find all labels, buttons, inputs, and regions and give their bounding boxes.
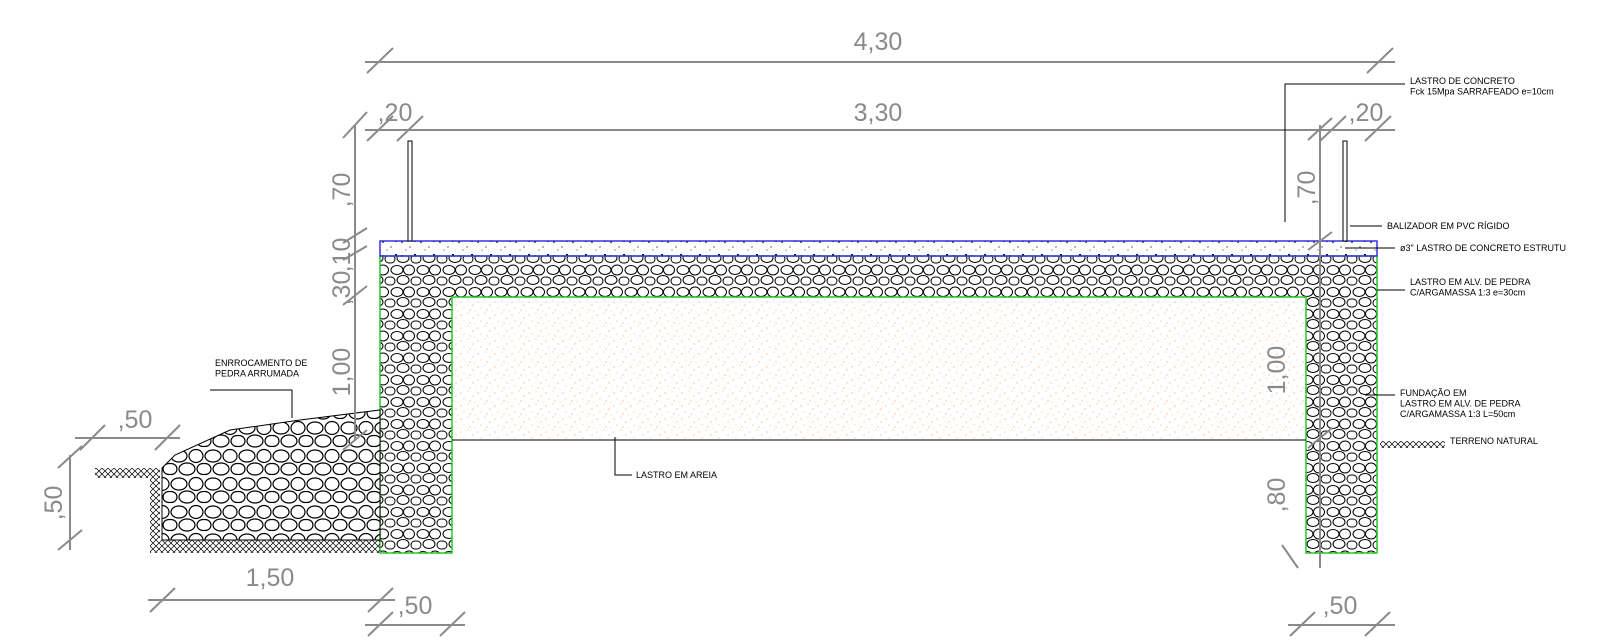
note-text: BALIZADOR EM PVC RÍGIDO <box>1387 221 1510 231</box>
note-text: Fck 15Mpa SARRAFEADO e=10cm <box>1410 87 1554 97</box>
dimension-label: ,20 <box>1349 99 1384 127</box>
dimension-label: ,70 <box>328 173 356 208</box>
note-text: C/ARGAMASSA 1:3 e=30cm <box>1410 288 1525 298</box>
dim-line <box>365 115 1395 142</box>
ground-hatch <box>95 468 380 553</box>
dimension-label: 3,30 <box>854 99 903 127</box>
labels: 4,30 ,20 3,30 ,20 ,70 ,10,30 1,00 ,70 1,00 ,80 ,50… <box>40 28 1566 620</box>
stone-masonry <box>379 255 1378 554</box>
dimension-label: ,50 <box>398 592 433 620</box>
dimension-label: ,30 <box>328 271 356 306</box>
note-text: LASTRO DE CONCRETO <box>1410 76 1515 86</box>
dim-line <box>1281 117 1333 569</box>
note-text: C/ARGAMASSA 1:3 L=50cm <box>1400 409 1515 419</box>
dimension-label: ,50 <box>1323 592 1358 620</box>
dimension-label: ,50 <box>118 406 153 434</box>
dim-line <box>365 47 1395 74</box>
dim-line <box>57 445 83 551</box>
note-text: PEDRA ARRUMADA <box>215 369 299 379</box>
note-text: TERRENO NATURAL <box>1450 436 1538 446</box>
pole-right <box>1342 140 1348 242</box>
leader <box>210 389 293 418</box>
dimension-label: 4,30 <box>854 28 903 56</box>
dim-line <box>342 111 368 451</box>
riprap <box>161 409 381 541</box>
note-text: ø3" LASTRO DE CONCRETO ESTRUTU <box>1400 243 1566 253</box>
note-text: ENRROCAMENTO DE <box>215 358 307 368</box>
note-text: FUNDAÇÃO EM <box>1400 388 1467 398</box>
dimension-lines <box>57 47 1395 637</box>
leader <box>1284 83 1405 222</box>
leader <box>614 437 632 476</box>
dimension-label: ,10 <box>328 238 356 273</box>
leaders <box>210 83 1405 476</box>
note-text: LASTRO EM ALV. DE PEDRA <box>1400 399 1521 409</box>
ground-hatch-right <box>1380 441 1445 448</box>
dimension-label: 1,50 <box>246 564 295 592</box>
sand-fill <box>452 297 1306 440</box>
structure <box>95 140 1445 554</box>
dimension-label: ,70 <box>1293 171 1321 206</box>
dimension-label: 1,00 <box>328 348 356 397</box>
dimension-label: ,50 <box>40 486 68 521</box>
dim-line <box>75 424 181 451</box>
dim-line <box>148 587 395 613</box>
dimension-label: ,20 <box>378 99 413 127</box>
note-text: LASTRO EM ALV. DE PEDRA <box>1410 277 1531 287</box>
dimension-label: 1,00 <box>1263 346 1291 395</box>
dimension-label: ,80 <box>1263 478 1291 513</box>
note-text: LASTRO EM AREIA <box>636 470 717 480</box>
concrete-slab <box>379 240 1378 257</box>
dim-line <box>365 611 1395 637</box>
pole-left <box>407 140 413 242</box>
